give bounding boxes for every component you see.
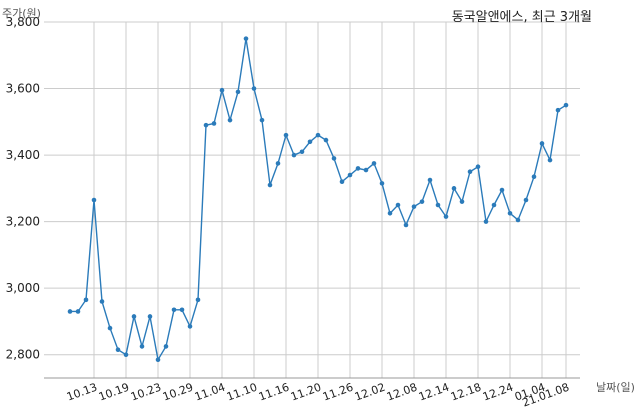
data-point xyxy=(499,187,505,193)
data-point xyxy=(291,152,297,158)
x-tick-label: 10.13 xyxy=(65,381,99,404)
data-point xyxy=(283,132,289,138)
y-tick-label: 3,000 xyxy=(6,281,40,295)
y-tick-label: 3,200 xyxy=(6,215,40,229)
data-point xyxy=(275,161,281,166)
chart-title: 동국알앤에스, 최근 3개월 xyxy=(451,10,592,25)
data-point xyxy=(555,107,561,113)
data-point xyxy=(475,164,481,170)
data-point xyxy=(331,156,337,161)
data-point xyxy=(307,139,313,145)
data-point xyxy=(219,87,225,93)
data-point xyxy=(563,102,569,108)
x-tick-label: 11.04 xyxy=(193,381,227,404)
y-tick-label: 3,600 xyxy=(6,82,40,96)
data-point xyxy=(523,197,529,203)
data-point xyxy=(435,202,441,208)
data-point xyxy=(387,211,393,216)
data-point xyxy=(123,352,129,358)
data-point xyxy=(67,309,73,314)
data-point xyxy=(171,307,177,313)
data-point xyxy=(451,186,457,191)
data-point xyxy=(195,297,201,303)
data-point xyxy=(427,177,433,183)
data-point xyxy=(163,344,169,349)
data-point xyxy=(315,132,321,138)
data-point xyxy=(379,181,385,186)
x-tick-label: 11.26 xyxy=(321,381,355,404)
data-point xyxy=(363,167,369,173)
x-tick-label: 11.16 xyxy=(257,381,291,404)
data-point xyxy=(507,211,513,216)
data-point xyxy=(155,357,161,363)
data-point xyxy=(91,197,97,203)
data-point xyxy=(419,199,425,204)
data-point xyxy=(483,219,489,224)
y-tick-label: 3,400 xyxy=(6,148,40,162)
data-point xyxy=(467,169,473,175)
data-point xyxy=(99,299,105,304)
data-point xyxy=(243,36,249,41)
data-point xyxy=(187,324,193,329)
data-point xyxy=(131,314,137,319)
data-point xyxy=(355,166,361,171)
x-tick-label: 12.24 xyxy=(481,381,515,404)
data-point xyxy=(75,309,81,314)
data-point xyxy=(323,137,329,143)
data-point xyxy=(411,204,417,209)
data-point xyxy=(395,202,401,208)
data-point xyxy=(491,202,497,208)
y-tick-label: 3,800 xyxy=(6,15,40,29)
data-point xyxy=(443,214,449,219)
data-point xyxy=(107,325,113,331)
data-point xyxy=(179,307,185,313)
x-tick-label: 10.19 xyxy=(97,381,131,404)
data-point xyxy=(227,117,233,123)
data-point xyxy=(539,141,545,146)
x-tick-label: 10.29 xyxy=(161,381,195,404)
x-tick-label: 12.02 xyxy=(353,381,387,404)
y-tick-label: 2,800 xyxy=(6,348,40,362)
data-point xyxy=(531,174,537,180)
x-tick-label: 11.10 xyxy=(225,381,259,404)
data-point xyxy=(259,117,265,123)
data-point xyxy=(139,344,145,349)
data-point xyxy=(299,149,305,155)
data-point xyxy=(347,172,353,178)
data-point xyxy=(339,179,345,185)
data-point xyxy=(211,121,217,126)
data-point xyxy=(547,157,553,163)
data-point xyxy=(267,182,273,188)
data-point xyxy=(115,347,121,353)
data-point xyxy=(203,122,209,128)
x-tick-label: 12.14 xyxy=(417,381,451,404)
data-point xyxy=(147,314,153,319)
x-tick-label: 10.23 xyxy=(129,381,163,404)
data-point xyxy=(403,222,409,228)
x-tick-label: 11.20 xyxy=(289,381,323,404)
data-point xyxy=(459,199,465,204)
x-tick-label: 12.18 xyxy=(449,381,483,404)
data-point xyxy=(83,297,89,303)
data-point xyxy=(371,161,377,166)
data-point xyxy=(251,86,257,91)
data-point xyxy=(515,217,521,223)
x-axis-label: 날짜(일) xyxy=(596,381,635,394)
x-tick-label: 12.08 xyxy=(385,381,419,404)
y-axis-label: 주가(원) xyxy=(2,7,41,20)
data-point xyxy=(235,89,241,95)
